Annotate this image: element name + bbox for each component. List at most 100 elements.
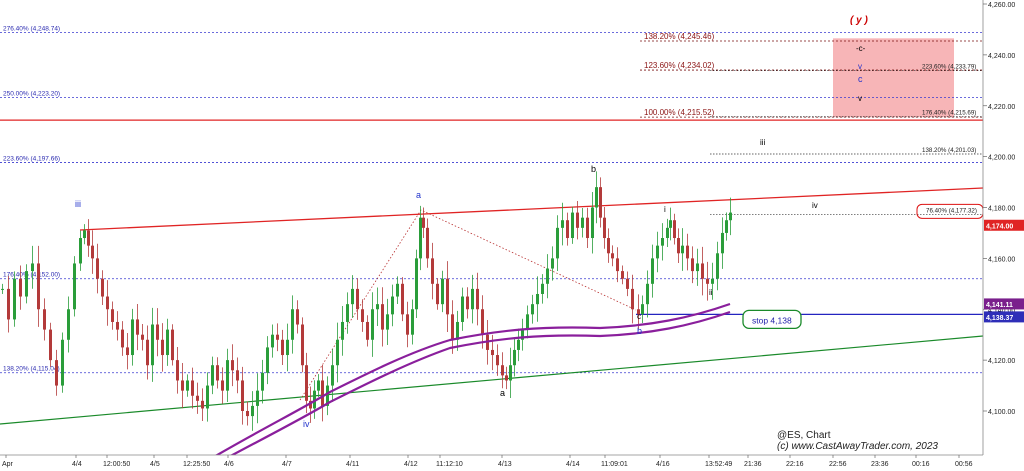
candle-body bbox=[241, 380, 244, 411]
candle-body bbox=[426, 227, 429, 259]
candle-body bbox=[37, 263, 40, 310]
y-tick-label: 4,260.00 bbox=[988, 2, 1015, 9]
small-fib-label: 138.20% (4,201.03) bbox=[922, 147, 976, 154]
candle-body bbox=[501, 365, 504, 376]
candle-body bbox=[461, 296, 464, 322]
candle-body bbox=[669, 220, 672, 228]
candle-body bbox=[116, 321, 119, 330]
candle-body bbox=[317, 380, 320, 391]
candle-body bbox=[61, 339, 64, 386]
candle-body bbox=[641, 304, 644, 315]
candle-body bbox=[546, 268, 549, 284]
candle-body bbox=[476, 288, 479, 310]
right-fib-label: 100.00% (4,215.52) bbox=[644, 108, 715, 117]
candle-body bbox=[406, 314, 409, 335]
candle-body bbox=[126, 347, 129, 356]
wave-label: iii bbox=[760, 138, 766, 147]
wave-label: i bbox=[664, 205, 666, 214]
candle-body bbox=[111, 309, 114, 322]
candle-body bbox=[531, 304, 534, 315]
candle-body bbox=[161, 339, 164, 356]
candle-body bbox=[55, 360, 58, 386]
candle-body bbox=[586, 217, 589, 239]
stop-label-box bbox=[742, 309, 802, 329]
x-tick-label: 00:16 bbox=[912, 461, 930, 468]
candle-body bbox=[341, 321, 344, 340]
target-zone-box bbox=[833, 38, 954, 118]
candle-body bbox=[201, 400, 204, 409]
candle-body bbox=[87, 230, 90, 246]
candle-body bbox=[566, 220, 569, 239]
candle-body bbox=[181, 380, 184, 391]
candle-body bbox=[276, 334, 279, 340]
candle-body bbox=[73, 263, 76, 310]
candle-body bbox=[595, 187, 598, 208]
candle-body bbox=[509, 365, 512, 381]
candle-body bbox=[96, 258, 99, 279]
x-tick-label: Apr bbox=[2, 461, 14, 468]
wave-label: v bbox=[858, 62, 862, 71]
y-tick-label: 4,220.00 bbox=[988, 104, 1015, 111]
x-tick-label: 11:12:10 bbox=[436, 461, 463, 468]
candle-body bbox=[686, 245, 689, 259]
wave-connector-line bbox=[299, 209, 637, 401]
candle-body bbox=[7, 288, 10, 320]
candle-body bbox=[141, 334, 144, 340]
candle-body bbox=[551, 258, 554, 269]
wave-label: -c- bbox=[856, 44, 866, 53]
candle-body bbox=[206, 385, 209, 409]
candle-body bbox=[701, 263, 704, 279]
candle-body bbox=[471, 288, 474, 310]
y-tick-label: 4,120.00 bbox=[988, 358, 1015, 365]
candle-body bbox=[191, 380, 194, 396]
x-tick-label: 4/4 bbox=[72, 461, 82, 468]
candle-body bbox=[696, 263, 699, 272]
x-tick-label: 4/13 bbox=[498, 461, 512, 468]
price-tag-box bbox=[984, 311, 1024, 323]
candle-body bbox=[401, 283, 404, 315]
candle-body bbox=[611, 253, 614, 259]
x-tick-label: 12:00:50 bbox=[103, 461, 130, 468]
candle-body bbox=[146, 339, 149, 366]
candle-body bbox=[216, 365, 219, 381]
candle-body bbox=[599, 187, 602, 218]
candle-body bbox=[266, 347, 269, 373]
candle-body bbox=[666, 227, 669, 239]
candle-body bbox=[356, 288, 359, 310]
candle-body bbox=[571, 212, 574, 239]
candle-body bbox=[446, 278, 449, 315]
candle-body bbox=[603, 217, 606, 239]
candle-body bbox=[305, 365, 308, 401]
candle-body bbox=[326, 385, 329, 406]
candle-body bbox=[381, 304, 384, 330]
candle-body bbox=[673, 220, 676, 239]
moving-average-lower bbox=[211, 310, 731, 467]
candle-body bbox=[677, 238, 680, 254]
candle-body bbox=[481, 309, 484, 335]
candle-body bbox=[136, 319, 139, 335]
candle-body bbox=[637, 309, 640, 315]
candle-body bbox=[616, 258, 619, 272]
candle-body bbox=[386, 314, 389, 330]
left-fib-label: 176.40% (4,152.00) bbox=[3, 272, 60, 279]
candle-body bbox=[656, 245, 659, 259]
candle-body bbox=[422, 217, 425, 228]
candle-body bbox=[131, 319, 134, 356]
candle-body bbox=[581, 217, 584, 228]
candle-body bbox=[79, 238, 82, 264]
price-candles bbox=[1, 171, 732, 431]
candle-body bbox=[271, 334, 274, 348]
y-tick-label: 4,200.00 bbox=[988, 155, 1015, 162]
candle-body bbox=[101, 278, 104, 297]
candle-body bbox=[419, 217, 422, 259]
candle-body bbox=[706, 278, 709, 284]
candle-body bbox=[607, 238, 610, 254]
wave-label: iii bbox=[75, 199, 81, 209]
candle-body bbox=[441, 278, 444, 305]
candle-body bbox=[391, 296, 394, 315]
candle-body bbox=[725, 220, 728, 233]
candle-body bbox=[251, 405, 254, 417]
wave-label: b bbox=[591, 164, 596, 174]
